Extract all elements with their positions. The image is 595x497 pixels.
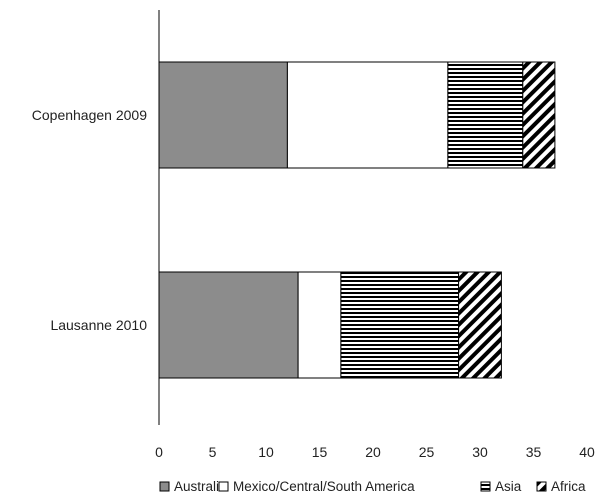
legend: Australia Mexico/Central/South America Asi…: [159, 479, 586, 494]
legend-label: Africa: [551, 479, 586, 494]
bar-copenhagen-2009-asia: [447, 61, 524, 169]
bar-lausanne-2010-australia: [158, 271, 299, 379]
legend-swatch: [218, 481, 229, 492]
legend-label: Asia: [495, 479, 522, 494]
legend-item-mexico-central-south-america: Mexico/Central/South America: [218, 479, 415, 494]
legend-swatch: [159, 481, 170, 492]
legend-swatch: [536, 481, 547, 492]
legend-item-australia: Australia: [159, 479, 227, 494]
legend-item-asia: Asia: [480, 479, 522, 494]
category-label: Copenhagen 2009: [32, 107, 147, 123]
plot-area: Copenhagen 2009 Lausanne 2010 0 5 10 15 20 25 30…: [32, 10, 595, 460]
legend-item-africa: Africa: [536, 479, 586, 494]
x-tick-label: 40: [579, 444, 595, 460]
bar-lausanne-2010-africa: [458, 271, 502, 379]
x-tick-label: 5: [209, 444, 217, 460]
x-tick-label: 20: [365, 444, 381, 460]
bar-copenhagen-2009-africa: [522, 61, 556, 169]
x-tick-label: 35: [526, 444, 542, 460]
x-tick-label: 0: [155, 444, 163, 460]
legend-label: Australia: [174, 479, 227, 494]
legend-label: Mexico/Central/South America: [233, 479, 415, 494]
bar-lausanne-2010-mexico-central-south-america: [297, 271, 342, 379]
x-tick-label: 15: [312, 444, 328, 460]
x-tick-label: 25: [419, 444, 435, 460]
bar-lausanne-2010-asia: [340, 271, 460, 379]
category-label: Lausanne 2010: [50, 317, 147, 333]
x-tick-label: 30: [472, 444, 488, 460]
x-tick-label: 10: [258, 444, 274, 460]
legend-swatch: [480, 481, 491, 492]
bar-copenhagen-2009-australia: [158, 61, 288, 169]
bar-copenhagen-2009-mexico-central-south-america: [286, 61, 449, 169]
